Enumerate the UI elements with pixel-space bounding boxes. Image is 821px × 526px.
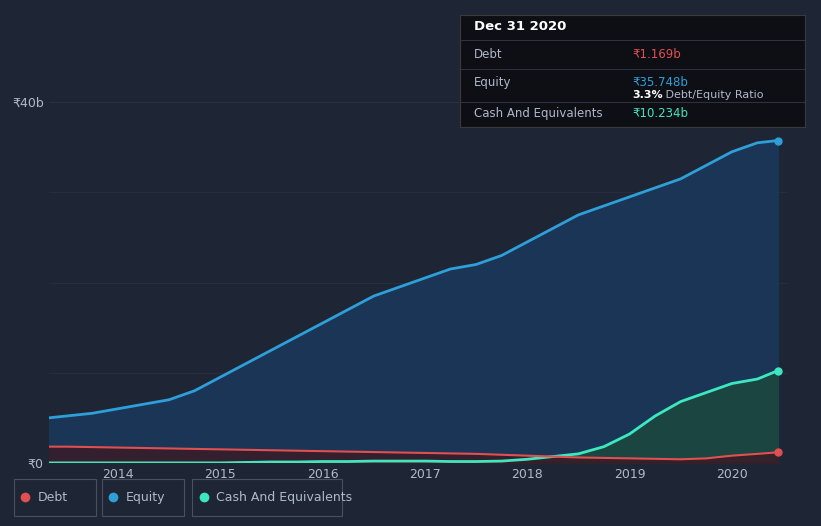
Text: ₹10.234b: ₹10.234b — [632, 107, 689, 120]
Text: Cash And Equivalents: Cash And Equivalents — [474, 107, 603, 120]
Text: 3.3%: 3.3% — [632, 89, 663, 99]
Text: Equity: Equity — [126, 491, 165, 503]
Text: Equity: Equity — [474, 76, 511, 89]
Text: Debt/Equity Ratio: Debt/Equity Ratio — [662, 89, 764, 99]
Text: Debt: Debt — [38, 491, 67, 503]
Text: Cash And Equivalents: Cash And Equivalents — [217, 491, 352, 503]
Text: Debt: Debt — [474, 48, 502, 60]
Text: Dec 31 2020: Dec 31 2020 — [474, 21, 566, 33]
Text: ₹1.169b: ₹1.169b — [632, 48, 681, 60]
Text: ₹35.748b: ₹35.748b — [632, 76, 688, 89]
